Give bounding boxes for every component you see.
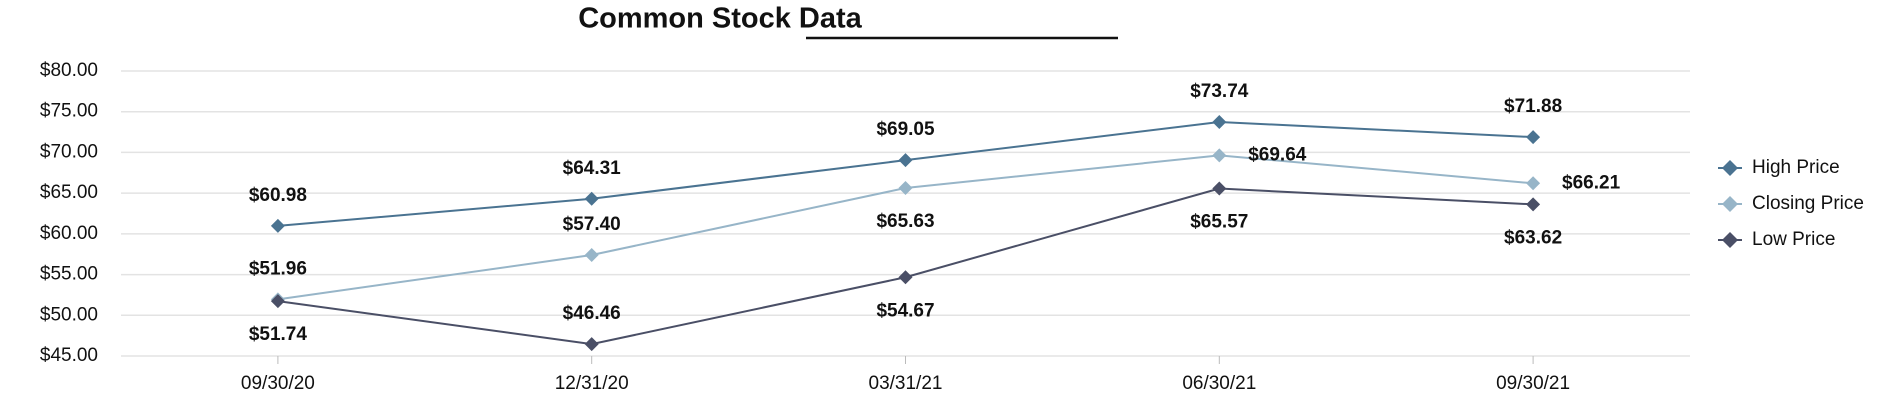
x-tick-label: 09/30/20 [241,373,315,394]
y-tick-label: $65.00 [40,182,98,203]
data-point [1212,181,1227,196]
data-point [584,337,599,352]
value-label: $71.88 [1504,96,1562,117]
x-tick-label: 12/31/20 [555,373,629,394]
data-point [270,294,285,309]
value-label: $69.05 [876,119,935,140]
value-label: $46.46 [563,303,621,324]
y-tick-label: $50.00 [40,304,98,325]
legend-label: Closing Price [1752,193,1864,214]
data-point [1526,197,1541,212]
value-label: $64.31 [563,158,622,179]
y-tick-label: $70.00 [40,141,98,162]
value-label: $69.64 [1248,144,1307,165]
value-label: $65.63 [876,211,934,232]
data-point [584,191,599,206]
value-label: $51.96 [249,258,307,279]
data-point [1212,148,1227,163]
y-tick-label: $55.00 [40,264,98,285]
data-point [1526,176,1541,191]
legend-label: Low Price [1752,229,1835,250]
x-tick-label: 06/30/21 [1182,373,1256,394]
value-label: $66.21 [1562,172,1621,193]
data-point [898,270,913,285]
data-point [898,181,913,196]
y-tick-label: $60.00 [40,223,98,244]
legend-label: High Price [1752,157,1840,178]
value-label: $57.40 [563,214,621,235]
data-point [898,153,913,168]
value-label: $54.67 [876,300,934,321]
value-label: $73.74 [1190,81,1249,102]
value-label: $60.98 [249,185,307,206]
data-point [1526,130,1541,145]
y-tick-label: $75.00 [40,101,98,122]
data-point [1212,114,1227,129]
value-label: $51.74 [249,324,308,345]
data-point [270,218,285,233]
y-tick-label: $80.00 [40,60,98,81]
x-tick-label: 03/31/21 [869,373,943,394]
value-label: $65.57 [1190,212,1248,233]
value-label: $63.62 [1504,227,1562,248]
y-tick-label: $45.00 [40,345,98,366]
data-point [584,248,599,263]
x-tick-label: 09/30/21 [1496,373,1570,394]
chart-title: Common Stock Data [578,3,862,35]
